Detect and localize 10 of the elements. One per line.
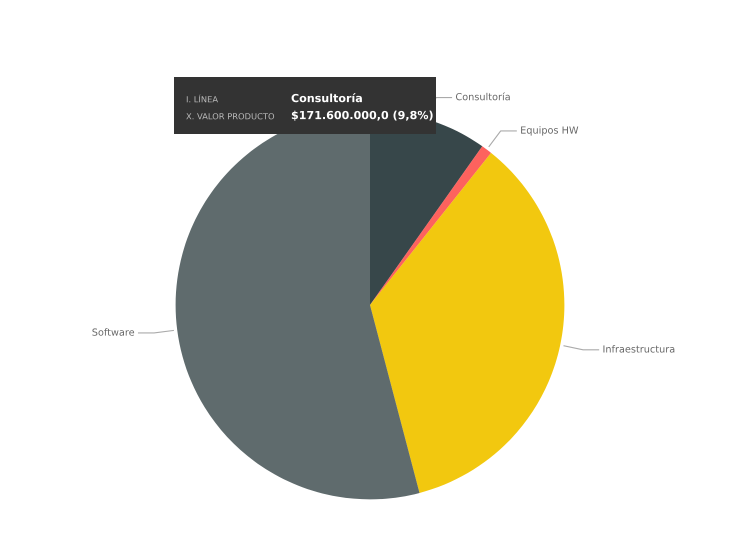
text: $171.600.000,0 (9,8%): [292, 110, 433, 121]
slice-label: Software: [92, 328, 134, 336]
pie-slice: [370, 152, 564, 493]
slice-label: Consultoría: [456, 92, 510, 100]
text: I. LÍNEA: [186, 94, 218, 102]
slice-label: Infraestructura: [603, 345, 674, 353]
slice-label: Equipos HW: [521, 126, 578, 136]
pie-slice: [370, 146, 492, 305]
text: Consultoría: [292, 93, 362, 102]
text: X. VALOR PRODUCTO: [186, 113, 274, 120]
